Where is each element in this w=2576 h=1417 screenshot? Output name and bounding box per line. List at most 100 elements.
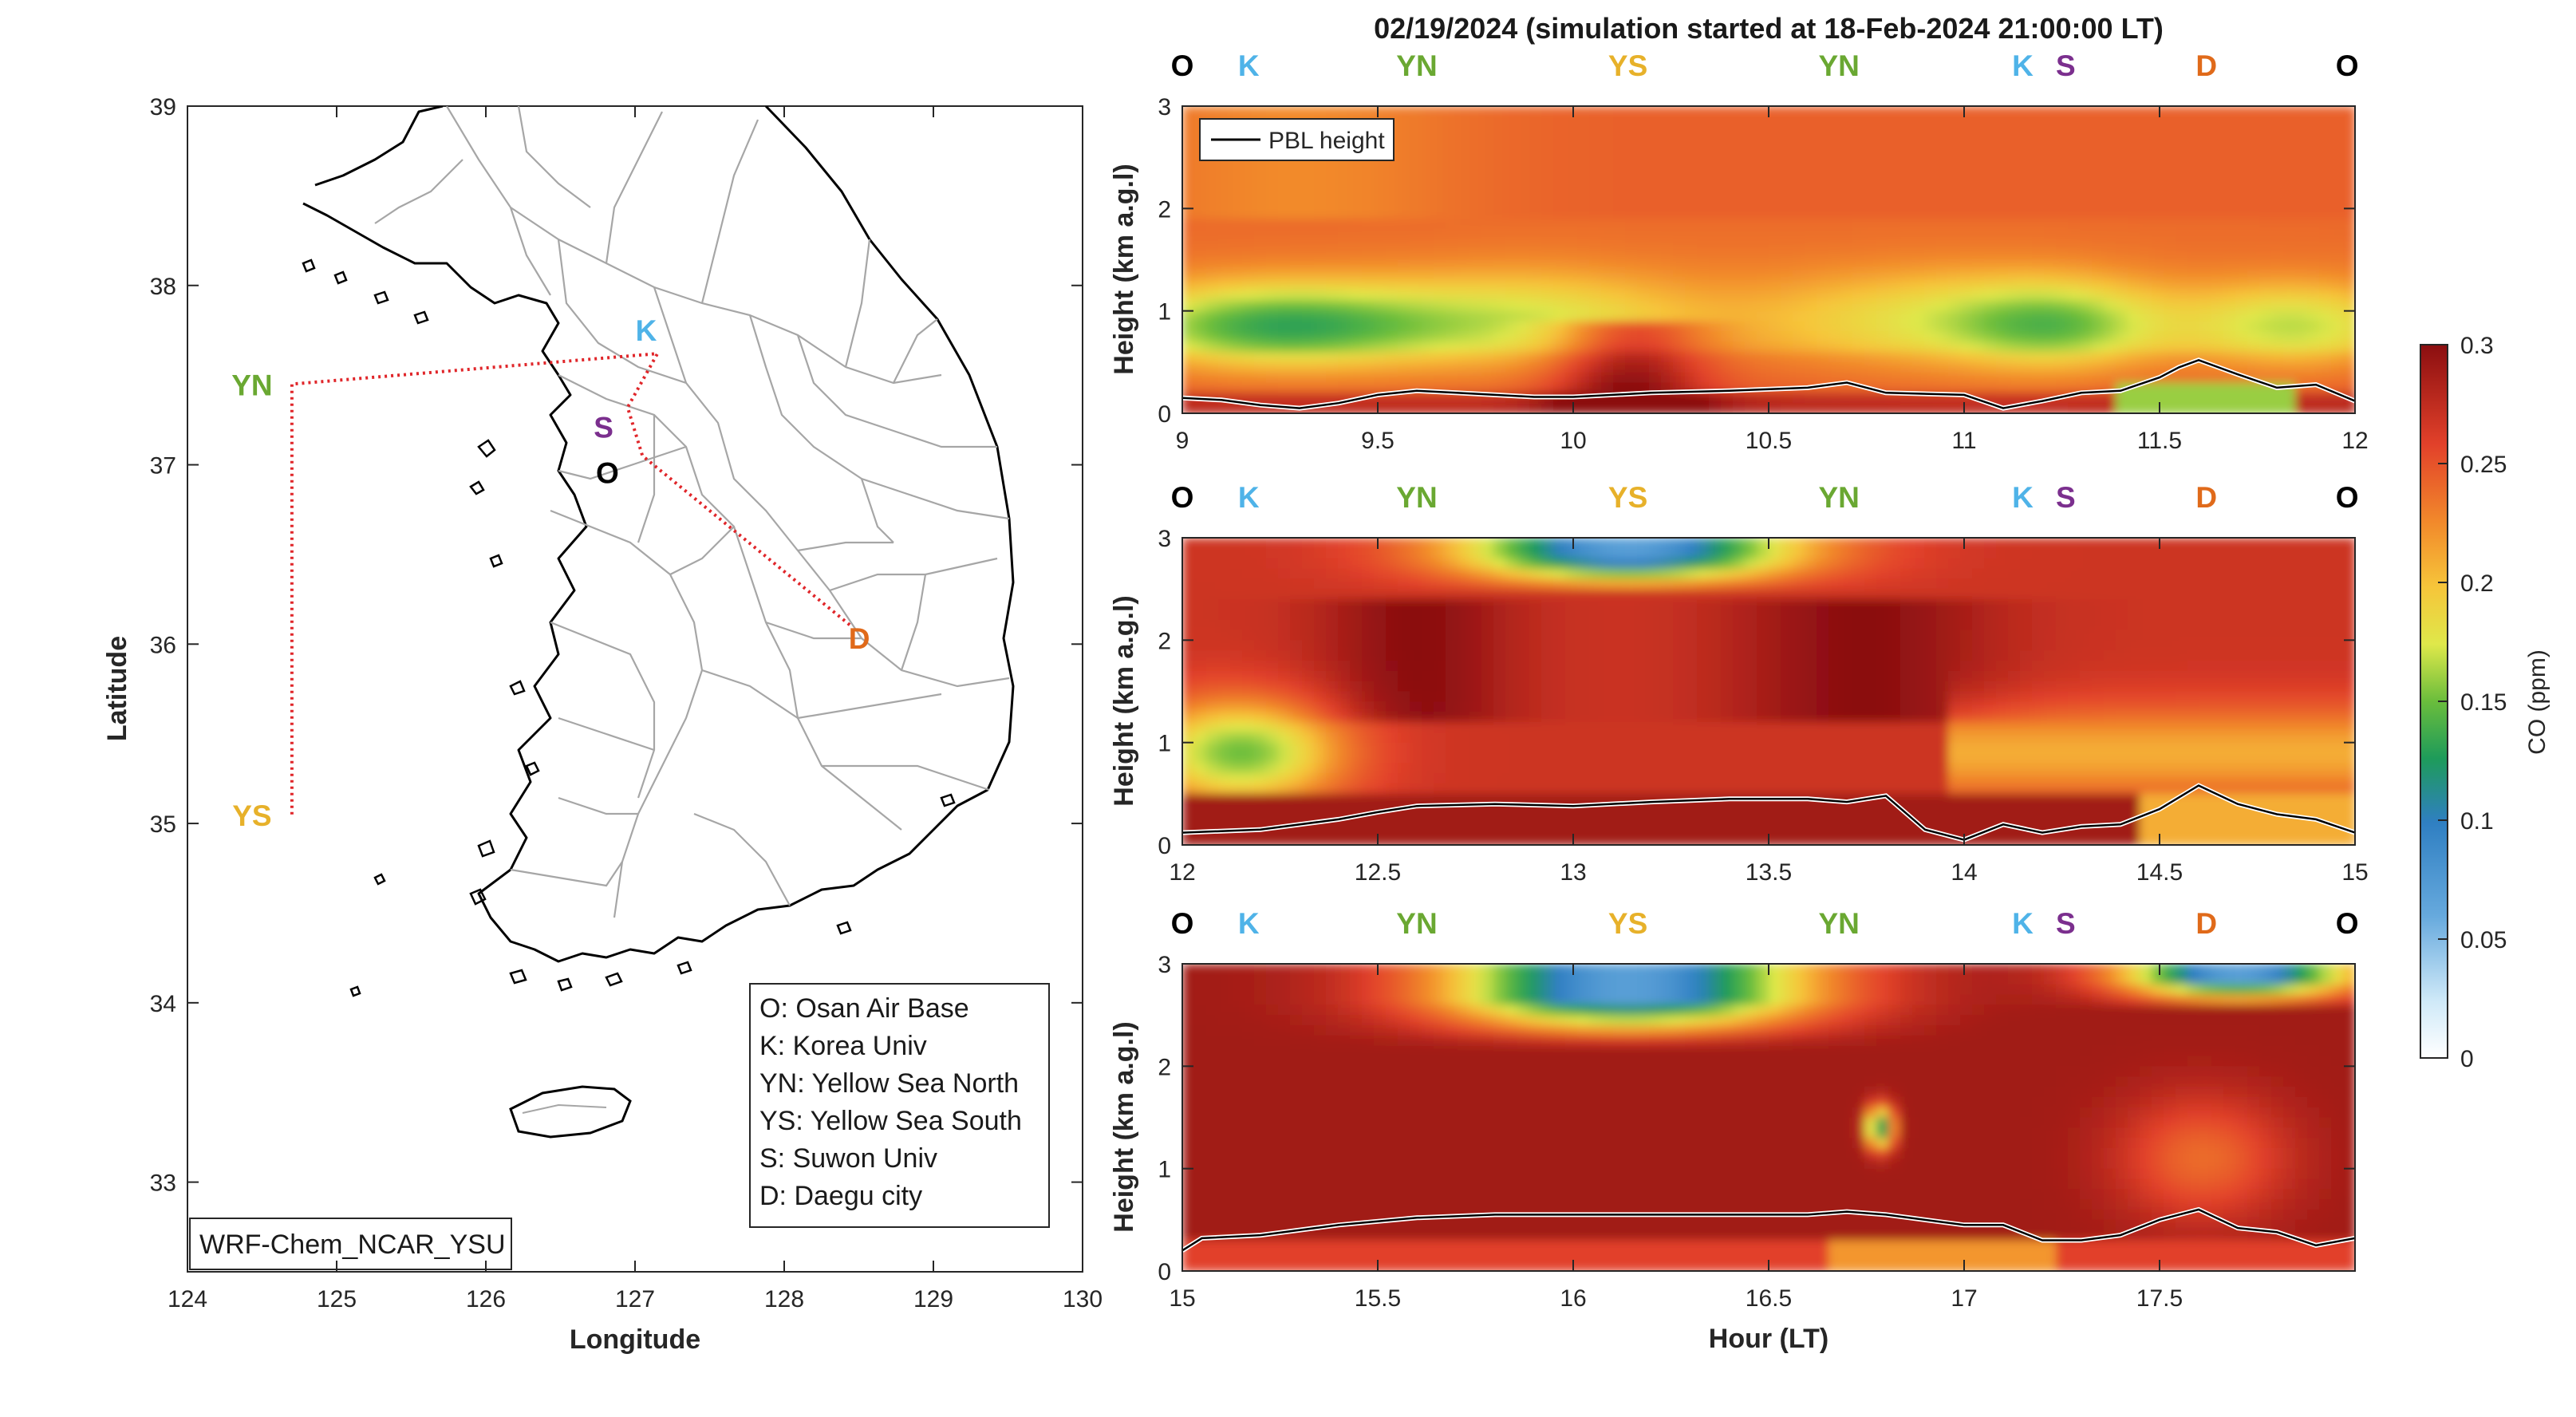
co-cell — [1194, 301, 1207, 312]
co-cell — [2223, 341, 2236, 353]
co-cell — [1733, 178, 1746, 189]
co-cell — [1661, 322, 1674, 333]
co-cell — [1840, 229, 1853, 240]
co-cell — [1733, 661, 1746, 672]
co-cell — [1661, 301, 1674, 312]
co-cell — [1290, 722, 1303, 733]
co-cell — [1434, 280, 1446, 291]
co-cell — [2104, 208, 2116, 219]
co-cell — [1314, 538, 1327, 549]
co-cell — [1805, 260, 1817, 271]
co-cell — [1852, 815, 1865, 826]
co-cell — [1458, 137, 1470, 148]
co-cell — [2140, 250, 2152, 261]
co-cell — [1469, 640, 1482, 651]
co-cell — [1900, 640, 1913, 651]
co-cell — [1242, 331, 1255, 342]
co-cell — [1996, 219, 2009, 230]
co-cell — [1649, 199, 1662, 210]
co-cell — [1338, 692, 1351, 703]
co-cell — [1326, 692, 1339, 703]
co-cell — [2140, 168, 2152, 179]
co-cell — [2044, 168, 2057, 179]
co-cell — [1553, 835, 1566, 846]
co-cell — [1434, 178, 1446, 189]
co-cell — [1781, 671, 1793, 682]
co-cell — [2092, 106, 2105, 117]
co-cell — [1721, 732, 1734, 744]
co-cell — [1685, 280, 1698, 291]
co-cell — [1649, 208, 1662, 219]
co-cell — [1218, 301, 1231, 312]
co-cell — [1458, 260, 1470, 271]
co-cell — [1422, 301, 1434, 312]
co-cell — [1458, 548, 1470, 559]
co-cell — [1362, 239, 1375, 251]
co-cell — [2176, 208, 2188, 219]
co-cell — [1625, 157, 1638, 168]
co-cell — [1410, 559, 1422, 570]
co-cell — [1685, 188, 1698, 199]
co-cell — [1888, 147, 1901, 158]
co-cell — [1936, 250, 1949, 261]
co-cell — [1912, 352, 1925, 363]
co-cell — [2199, 188, 2212, 199]
co-cell — [1733, 331, 1746, 342]
co-cell — [2104, 147, 2116, 158]
co-cell — [1398, 722, 1410, 733]
co-cell — [1422, 610, 1434, 621]
co-cell — [1374, 640, 1387, 651]
co-cell — [1194, 260, 1207, 271]
co-cell — [2295, 157, 2308, 168]
co-cell — [1793, 373, 1805, 384]
co-cell — [1577, 199, 1590, 210]
co-cell — [2068, 331, 2081, 342]
co-cell — [1972, 270, 1985, 281]
co-cell — [1314, 188, 1327, 199]
co-cell — [2343, 301, 2356, 312]
co-cell — [1625, 538, 1638, 549]
co-cell — [1721, 630, 1734, 641]
co-cell — [1410, 722, 1422, 733]
co-cell — [1864, 620, 1877, 631]
co-cell — [1637, 311, 1650, 322]
co-cell — [1685, 599, 1698, 610]
co-cell — [2247, 270, 2260, 281]
co-cell — [1338, 352, 1351, 363]
co-cell — [1398, 147, 1410, 158]
co-cell — [1769, 610, 1781, 621]
co-cell — [1996, 290, 2009, 302]
co-cell — [2104, 393, 2116, 404]
co-cell — [2044, 127, 2057, 138]
co-cell — [1529, 620, 1542, 631]
co-cell — [1278, 219, 1291, 230]
co-cell — [1254, 188, 1267, 199]
co-cell — [2080, 290, 2093, 302]
co-cell — [2307, 178, 2320, 189]
co-cell — [2295, 352, 2308, 363]
co-cell — [1326, 569, 1339, 580]
co-cell — [1326, 743, 1339, 754]
co-cell — [1314, 373, 1327, 384]
co-cell — [1912, 804, 1925, 815]
co-cell — [2140, 188, 2152, 199]
co-cell — [1817, 599, 1829, 610]
co-cell — [2092, 147, 2105, 158]
co-cell — [1661, 569, 1674, 580]
co-cell — [1649, 178, 1662, 189]
co-cell — [1194, 341, 1207, 353]
co-cell — [1266, 722, 1279, 733]
co-cell — [1589, 569, 1602, 580]
co-cell — [1553, 712, 1566, 723]
co-cell — [2259, 188, 2272, 199]
co-cell — [1912, 403, 1925, 414]
co-cell — [1434, 661, 1446, 672]
co-cell — [1422, 589, 1434, 600]
co-cell — [1673, 106, 1686, 117]
co-cell — [1290, 794, 1303, 805]
co-cell — [1230, 322, 1243, 333]
co-cell — [1517, 763, 1530, 774]
co-cell — [2331, 260, 2344, 271]
co-cell — [2152, 199, 2164, 210]
co-cell — [1565, 763, 1578, 774]
